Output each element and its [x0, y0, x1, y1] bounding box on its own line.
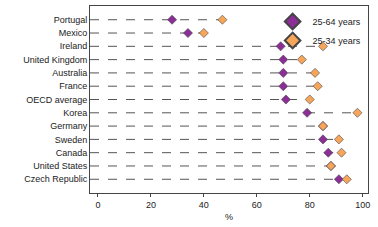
- svg-text:80: 80: [305, 200, 315, 210]
- svg-text:25-64 years: 25-64 years: [313, 17, 361, 27]
- svg-text:Korea: Korea: [63, 108, 87, 118]
- svg-text:Ireland: Ireland: [60, 41, 88, 51]
- svg-text:Sweden: Sweden: [55, 135, 88, 145]
- svg-text:20: 20: [146, 200, 156, 210]
- svg-text:60: 60: [252, 200, 262, 210]
- svg-text:Germany: Germany: [50, 121, 88, 131]
- svg-text:%: %: [225, 212, 233, 222]
- svg-text:Portugal: Portugal: [54, 15, 88, 25]
- svg-text:France: France: [59, 81, 87, 91]
- svg-text:25-34 years: 25-34 years: [313, 36, 361, 46]
- svg-text:0: 0: [95, 200, 100, 210]
- svg-text:40: 40: [199, 200, 209, 210]
- svg-text:Canada: Canada: [56, 148, 88, 158]
- svg-text:Czech Republic: Czech Republic: [24, 174, 88, 184]
- svg-text:OECD average: OECD average: [26, 95, 87, 105]
- svg-text:100: 100: [355, 200, 370, 210]
- svg-text:Australia: Australia: [52, 68, 87, 78]
- svg-text:United Kingdom: United Kingdom: [23, 55, 87, 65]
- svg-text:United States: United States: [33, 161, 88, 171]
- svg-text:Mexico: Mexico: [59, 28, 88, 38]
